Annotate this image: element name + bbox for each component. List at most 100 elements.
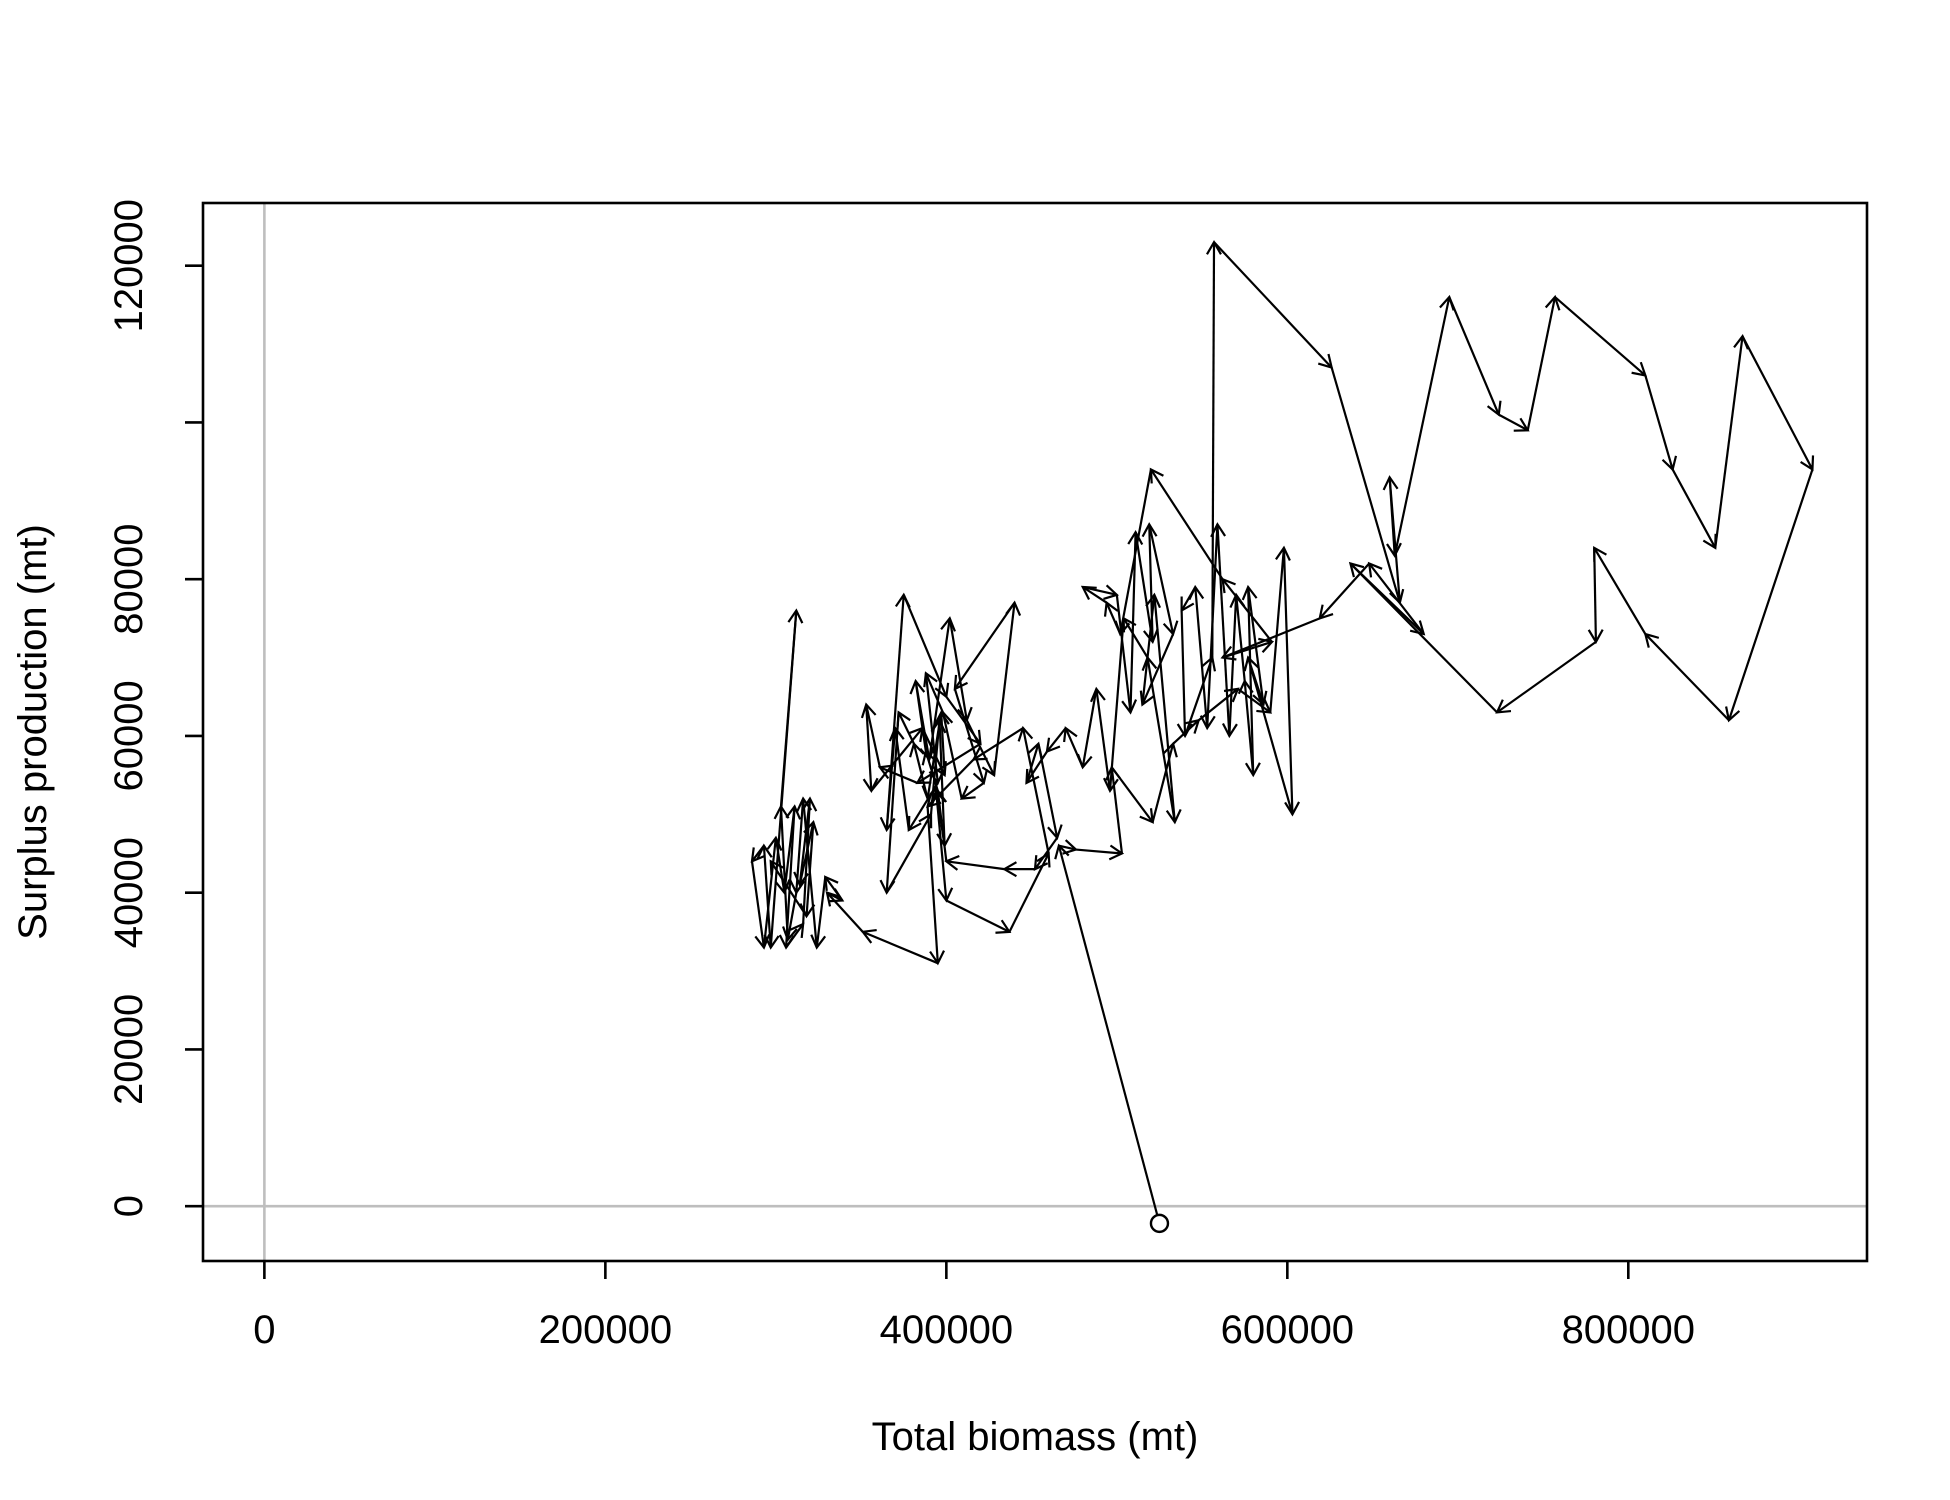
arrow-shaft <box>798 798 812 885</box>
arrow-shaft <box>1034 837 1059 870</box>
arrow-segment <box>1593 545 1647 635</box>
arrow-shaft <box>1146 657 1176 823</box>
arrow-shaft <box>1046 727 1067 753</box>
arrow-head <box>769 859 784 876</box>
arrow-shaft <box>824 876 844 902</box>
arrow-shaft <box>1496 640 1597 714</box>
arrow-shaft <box>1115 594 1132 713</box>
x-tick-label: 600000 <box>1221 1308 1354 1352</box>
arrow-shaft <box>914 680 931 760</box>
arrow-shaft <box>938 720 946 846</box>
arrow-shaft <box>1243 680 1255 776</box>
arrow-shaft <box>1741 335 1814 470</box>
arrow-shaft <box>1388 477 1396 556</box>
arrow-shaft <box>1222 617 1321 659</box>
reference-lines <box>203 203 1867 1261</box>
arrow-shaft <box>1526 296 1557 431</box>
arrow-shaft <box>1110 767 1124 854</box>
arrow-shaft <box>1282 547 1294 815</box>
arrow-segment <box>1002 861 1035 878</box>
arrow-shaft <box>1110 766 1154 823</box>
arrow-segment <box>1054 843 1161 1224</box>
arrow-shaft <box>1153 594 1176 823</box>
arrow-segment <box>1671 468 1717 550</box>
arrow-segment <box>953 688 989 786</box>
arrow-segment <box>1199 524 1219 731</box>
arrow-shaft <box>786 892 798 940</box>
arrow-segment <box>1495 640 1597 714</box>
arrow-shaft <box>1141 633 1175 706</box>
arrow-shaft <box>926 758 975 808</box>
arrow-segment <box>1188 584 1209 729</box>
arrow-shaft <box>1025 743 1040 784</box>
arrow-shaft <box>885 594 905 831</box>
arrow-shaft <box>826 891 843 902</box>
arrow-shaft <box>762 845 772 948</box>
arrow-segment <box>825 891 864 933</box>
arrow-shaft <box>1075 848 1123 855</box>
arrow-shaft <box>1057 845 1161 1224</box>
arrow-shaft <box>865 704 881 768</box>
arrow-shaft <box>1211 242 1216 658</box>
arrow-segment <box>750 844 766 864</box>
arrow-shaft <box>926 806 939 964</box>
arrow-shaft <box>1368 562 1425 635</box>
arrow-shaft <box>1393 296 1451 556</box>
arrow-shaft <box>897 711 915 745</box>
arrow-shaft <box>798 821 815 886</box>
x-axis-label: Total biomass (mt) <box>872 1415 1199 1459</box>
x-tick-label: 0 <box>253 1308 275 1352</box>
arrow-shaft <box>1150 468 1224 580</box>
arrow-segment <box>860 928 939 965</box>
arrow-shaft <box>1141 594 1156 705</box>
y-tick-label: 60000 <box>107 680 151 791</box>
x-tick-label: 200000 <box>539 1308 672 1352</box>
arrow-shaft <box>805 822 815 917</box>
arrow-shaft <box>1058 844 1077 851</box>
arrow-shaft <box>1644 375 1674 470</box>
arrow-shaft <box>885 712 900 893</box>
arrow-shaft <box>879 766 918 784</box>
arrow-shaft <box>941 712 963 799</box>
arrow-shaft <box>862 930 939 965</box>
arrow-shaft <box>865 704 873 791</box>
arrow-shaft <box>815 876 827 948</box>
arrow-segment <box>1008 851 1051 933</box>
arrow-shaft <box>1148 524 1175 635</box>
arrow-shaft <box>784 806 796 948</box>
arrow-shaft <box>1108 618 1125 791</box>
arrow-shaft <box>1247 586 1265 705</box>
arrow-segment <box>944 854 1005 871</box>
arrow-shaft <box>1134 531 1154 643</box>
arrow-shaft <box>1228 594 1238 736</box>
arrow-shaft <box>1095 688 1112 791</box>
arrow-segment <box>1213 241 1334 370</box>
arrow-shaft <box>1644 633 1730 722</box>
arrow-shaft <box>769 860 808 917</box>
arrow-shaft <box>1593 547 1647 635</box>
arrow-shaft <box>1021 727 1050 854</box>
arrow-shaft <box>912 743 929 799</box>
arrow-head <box>1149 467 1164 484</box>
arrow-shaft <box>992 602 1016 776</box>
arrow-shaft <box>961 782 985 800</box>
arrow-segment <box>896 710 915 745</box>
arrow-segment <box>1587 547 1604 645</box>
y-tick-label: 20000 <box>107 994 151 1105</box>
arrow-shaft <box>769 610 798 948</box>
arrow-shaft <box>945 696 982 745</box>
arrow-segment <box>1393 294 1455 556</box>
arrow-segment <box>1045 727 1067 754</box>
y-tick-label: 0 <box>107 1195 151 1217</box>
arrow-shaft <box>1037 743 1059 839</box>
series-layer <box>750 239 1815 1234</box>
arrow-shaft <box>1554 296 1647 377</box>
arrow-shaft <box>948 618 968 721</box>
arrow-shaft <box>1194 586 1209 729</box>
arrow-segment <box>1725 469 1814 723</box>
arrow-shaft <box>1318 562 1370 620</box>
arrow-shaft <box>916 742 982 784</box>
arrow-shaft <box>1237 688 1271 714</box>
arrow-shaft <box>1330 367 1401 603</box>
arrow-shaft <box>935 790 948 901</box>
